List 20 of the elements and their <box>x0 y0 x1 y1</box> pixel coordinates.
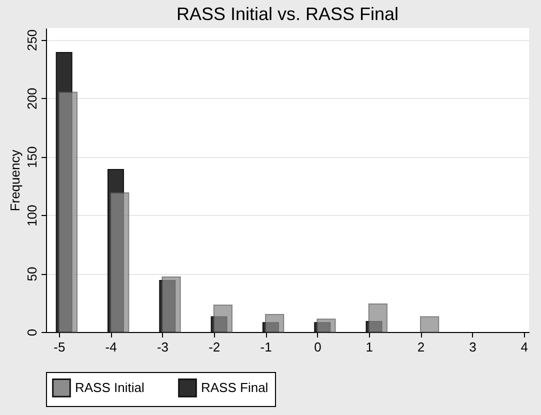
x-tick-label: 3 <box>469 340 476 354</box>
x-tick-label: -3 <box>156 340 169 354</box>
x-tick-label: -1 <box>260 340 272 354</box>
y-tick-label: 100 <box>24 204 40 226</box>
x-tick-label: -4 <box>105 340 117 354</box>
chart-title: RASS Initial vs. RASS Final <box>176 4 399 24</box>
y-tick-label: 250 <box>24 29 40 52</box>
legend-label: RASS Final <box>201 380 268 395</box>
x-tick-label: 0 <box>314 340 322 354</box>
x-tick-label: -2 <box>208 340 220 354</box>
x-tick-label: 4 <box>520 340 528 354</box>
y-tick-label: 50 <box>24 266 40 282</box>
x-tick-label: 1 <box>366 340 373 354</box>
y-tick-label: 150 <box>24 146 40 168</box>
y-tick-label: 200 <box>24 88 40 110</box>
x-tick-label: 2 <box>417 340 425 354</box>
x-tick-label: -5 <box>54 340 66 354</box>
y-axis-title: Frequency <box>8 149 22 212</box>
y-tick-label: 0 <box>24 328 40 336</box>
legend-label: RASS Initial <box>75 380 144 395</box>
